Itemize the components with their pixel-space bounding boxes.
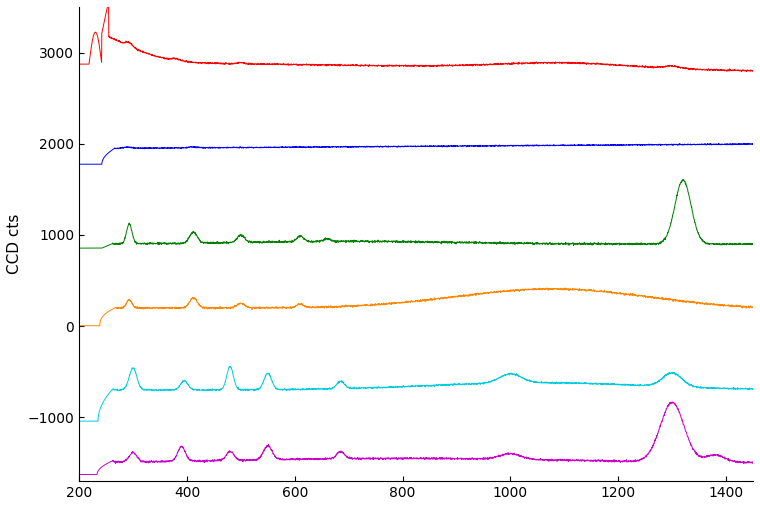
Y-axis label: CCD cts: CCD cts xyxy=(7,214,22,274)
